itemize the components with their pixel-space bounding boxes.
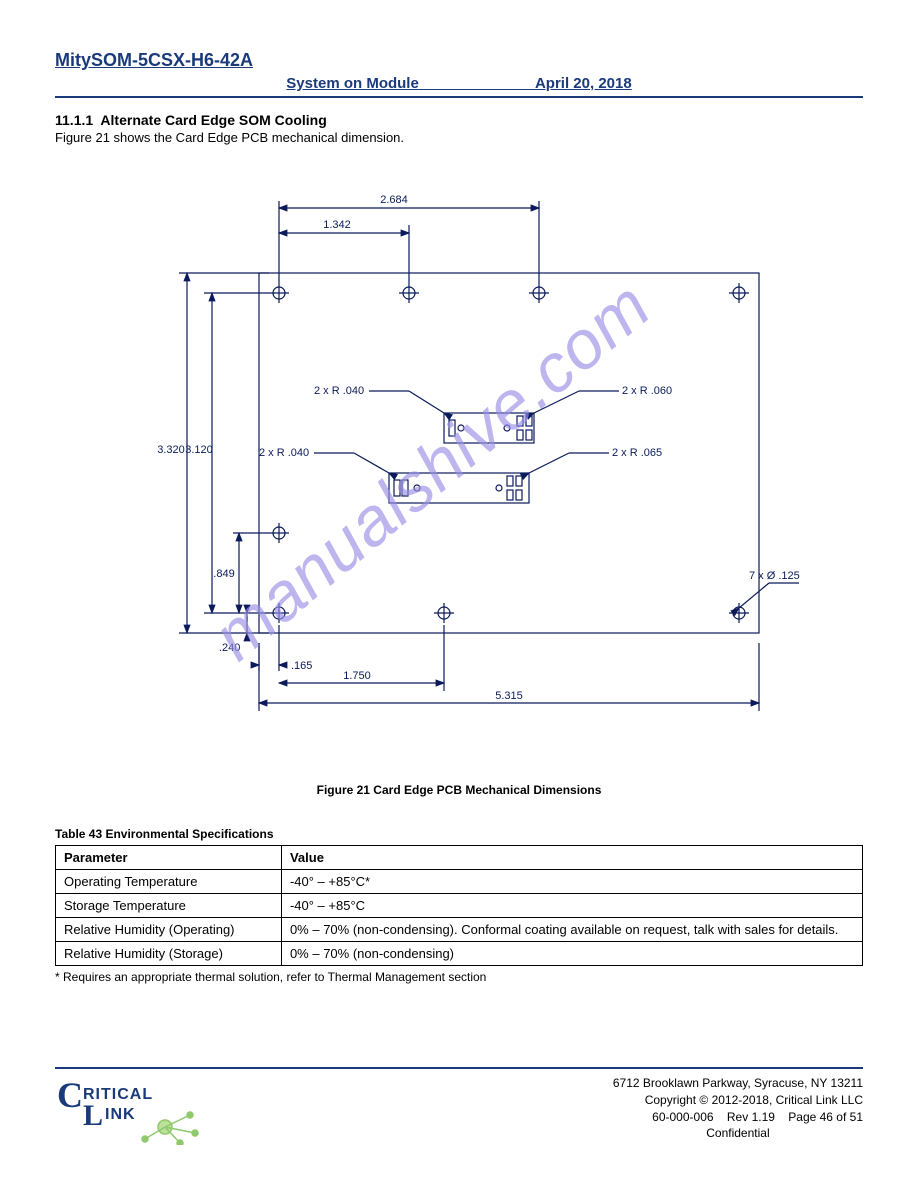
dim-h3: .849 (213, 568, 234, 580)
table-row: Relative Humidity (Operating) 0% – 70% (… (56, 918, 863, 942)
dim-top2: 2.684 (380, 194, 408, 206)
footer-rev: Rev 1.19 (727, 1110, 775, 1124)
logo-big-c: C (57, 1075, 83, 1115)
callout-tl: 2 x R .040 (314, 385, 364, 397)
table-row: Storage Temperature -40° – +85°C (56, 894, 863, 918)
table-footnote: * Requires an appropriate thermal soluti… (55, 970, 863, 984)
dim-wfull: 5.315 (495, 690, 523, 702)
footer-right-block: 6712 Brooklawn Parkway, Syracuse, NY 132… (613, 1075, 863, 1142)
footer-pn: 60-000-006 (652, 1110, 713, 1124)
mechanical-drawing: 2.684 1.342 3.320 3.120 .849 .240 .165 1… (109, 153, 809, 773)
section-heading: 11.1.1 Alternate Card Edge SOM Cooling (55, 112, 863, 128)
callout-ml: 2 x R .040 (259, 447, 309, 459)
table-caption: Table 43 Environmental Specifications (55, 827, 863, 841)
footer-copyright: Copyright © 2012-2018, Critical Link LLC (613, 1092, 863, 1109)
footer: C RITICAL L INK (55, 1067, 863, 1150)
table-col-0: Parameter (56, 846, 282, 870)
dim-h2: 3.120 (185, 444, 213, 456)
section-description: Figure 21 shows the Card Edge PCB mechan… (55, 130, 863, 145)
footer-confidential: Confidential (613, 1125, 863, 1142)
callout-mr: 2 x R .065 (612, 447, 662, 459)
figure-container: 2.684 1.342 3.320 3.120 .849 .240 .165 1… (55, 153, 863, 773)
dim-top1: 1.342 (323, 219, 351, 231)
header-subtitle-row: System on Module April 20, 2018 (55, 75, 863, 92)
table-row: Relative Humidity (Storage) 0% – 70% (no… (56, 942, 863, 966)
dim-hbot: .240 (219, 642, 240, 654)
page: MitySOM-5CSX-H6-42A System on Module Apr… (0, 0, 918, 1188)
logo-big-l: L (83, 1099, 103, 1132)
callout-br: 7 x Ø .125 (749, 570, 800, 582)
footer-logo: C RITICAL L INK (55, 1075, 225, 1150)
header-subtitle: System on Module (286, 75, 419, 92)
header-title: MitySOM-5CSX-H6-42A (55, 50, 863, 71)
logo-bot: INK (105, 1106, 136, 1123)
table-col-1: Value (281, 846, 862, 870)
table-header-row: Parameter Value (56, 846, 863, 870)
figure-caption: Figure 21 Card Edge PCB Mechanical Dimen… (55, 783, 863, 797)
footer-address: 6712 Brooklawn Parkway, Syracuse, NY 132… (613, 1075, 863, 1092)
callout-tr: 2 x R .060 (622, 385, 672, 397)
dim-wmid: 1.750 (343, 670, 371, 682)
table-row: Operating Temperature -40° – +85°C* (56, 870, 863, 894)
footer-rule (55, 1067, 863, 1069)
dim-h1: 3.320 (157, 444, 185, 456)
env-table: Parameter Value Operating Temperature -4… (55, 845, 863, 966)
footer-page: Page 46 of 51 (788, 1110, 863, 1124)
header-rule (55, 96, 863, 98)
header-date: April 20, 2018 (535, 75, 632, 92)
dim-wbots: .165 (291, 660, 312, 672)
